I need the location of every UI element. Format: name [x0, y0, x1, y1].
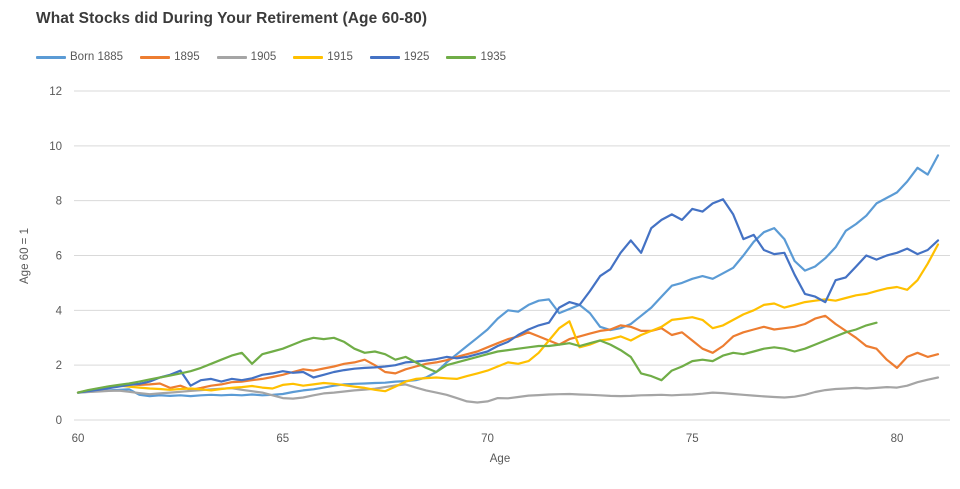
legend-swatch-icon: [216, 55, 247, 59]
x-tick-label: 75: [686, 433, 699, 445]
legend: Born 1885 1895 1905 1915 1925 1935: [36, 50, 523, 64]
legend-swatch-icon: [293, 55, 324, 59]
series-line-born-1885: [76, 154, 940, 398]
legend-item-1925: 1925: [369, 50, 430, 64]
series-line-1935: [76, 321, 878, 394]
x-tick-label: 65: [276, 433, 289, 445]
legend-swatch-icon: [446, 55, 477, 59]
legend-item-1915: 1915: [293, 50, 353, 64]
series-line-1925: [76, 198, 940, 394]
y-tick-label: 8: [56, 196, 62, 208]
series-line-1895: [76, 314, 940, 394]
legend-label: 1895: [174, 51, 200, 63]
x-tick-label: 70: [481, 433, 494, 445]
y-tick-label: 6: [56, 251, 62, 263]
legend-item-1935: 1935: [446, 50, 506, 64]
y-tick-label: 4: [56, 305, 63, 317]
y-tick-label: 10: [49, 141, 62, 153]
series-line-1915: [76, 243, 940, 394]
y-axis-title: Age 60 = 1: [19, 228, 31, 284]
legend-label: 1925: [403, 51, 430, 63]
x-tick-label: 80: [891, 433, 904, 445]
x-tick-label: 60: [72, 433, 85, 445]
y-tick-label: 12: [49, 86, 62, 98]
legend-swatch-icon: [140, 55, 171, 59]
y-tick-label: 2: [56, 360, 62, 372]
y-tick-label: 0: [56, 415, 62, 427]
legend-swatch-icon: [369, 55, 400, 59]
legend-item-1895: 1895: [140, 50, 200, 64]
legend-label: 1935: [480, 51, 507, 63]
legend-label: 1915: [327, 51, 353, 63]
x-axis-title: Age: [490, 453, 510, 465]
chart-title: What Stocks did During Your Retirement (…: [36, 10, 428, 27]
legend-swatch-icon: [36, 55, 66, 59]
legend-item-born-1885: Born 1885: [36, 50, 123, 64]
legend-label: Born 1885: [70, 51, 124, 63]
legend-item-1905: 1905: [216, 50, 277, 64]
legend-label: 1905: [250, 51, 277, 63]
